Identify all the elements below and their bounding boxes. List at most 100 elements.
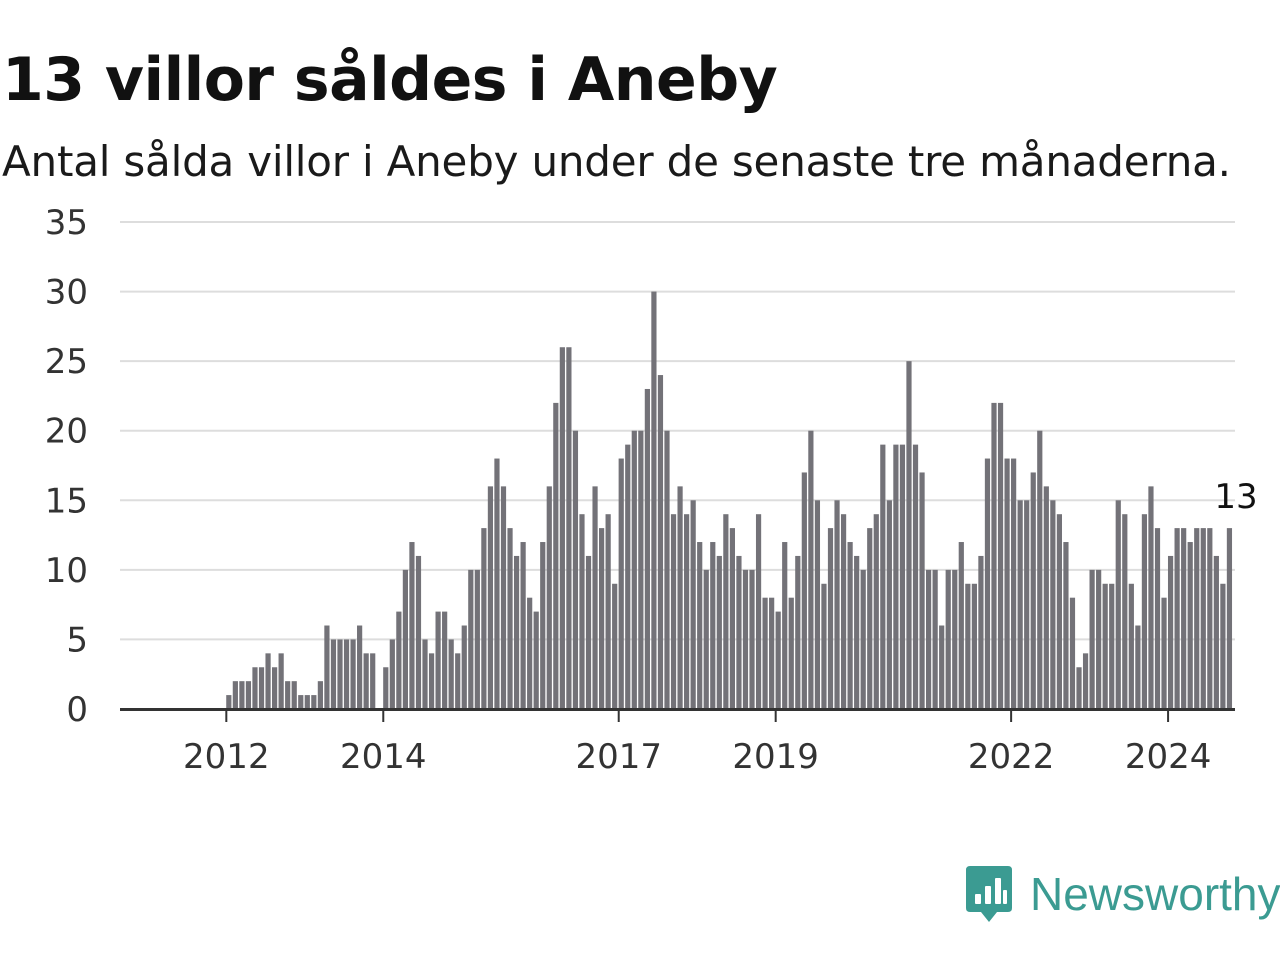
bar [1115,500,1121,709]
y-tick-label: 0 [66,690,88,730]
bar [1200,528,1206,709]
bar [1226,528,1233,709]
y-tick-label: 15 [45,481,88,521]
bar [991,402,997,709]
bar [1109,583,1115,709]
bar [906,361,912,709]
bar [520,542,526,709]
bar [304,695,310,709]
bar [971,583,977,709]
bar [1161,597,1167,709]
bar [716,555,722,709]
bar [684,514,690,709]
bar [468,569,474,709]
bar [330,639,337,709]
bar [978,555,984,709]
bar [559,347,565,709]
bar [690,500,696,709]
chart-subtitle: Antal sålda villor i Aneby under de sena… [2,137,1231,186]
bar [926,569,932,709]
bar [592,486,598,709]
bar [625,444,631,709]
bar [461,625,467,709]
bar [572,430,579,709]
bar [513,555,520,709]
bar [657,375,664,709]
bar [801,472,807,709]
y-tick-label: 5 [66,620,88,660]
bar [527,597,533,709]
bar [1004,458,1010,709]
bar [1148,486,1154,709]
x-tick-label: 2024 [1125,737,1212,777]
bar [239,681,245,709]
bar [357,625,363,709]
bar [448,639,454,709]
bar [886,500,892,709]
bar [409,542,415,709]
bar [402,569,408,709]
bar [396,611,402,709]
bar [703,569,709,709]
bar [638,430,644,709]
bar [383,667,389,709]
bar [343,639,350,709]
bar [834,500,840,709]
bar [435,611,441,709]
bar [854,555,860,709]
bar [442,611,448,709]
bar [311,695,317,709]
bar [370,653,376,709]
bar [997,402,1004,709]
bar [880,444,886,709]
bar [285,681,291,709]
bar [252,667,258,709]
brand-name: Newsworthy [1030,868,1280,920]
bar [1194,528,1200,709]
bar [566,347,572,709]
bar [585,555,592,709]
bar [1076,667,1082,709]
bar [494,458,500,709]
bar [723,514,729,709]
bar [618,458,624,709]
bar [664,430,670,709]
bar [965,583,971,709]
bar [272,667,278,709]
x-tick-label: 2012 [183,737,270,777]
y-tick-label: 30 [45,273,88,313]
bar [1213,555,1219,709]
bar [847,542,853,709]
bar [873,514,879,709]
bar [226,695,232,709]
bar [389,639,395,709]
bar [840,514,847,709]
bar [1017,500,1023,709]
chart-title: 13 villor såldes i Aneby [2,45,778,115]
bar [893,444,899,709]
bar [749,569,755,709]
bar [651,291,657,709]
bar [605,514,611,709]
bar [579,514,585,709]
bar [952,569,958,709]
bar [350,639,356,709]
bar [775,611,781,709]
bar [1063,542,1069,709]
bar [1167,555,1174,709]
bar [474,569,480,709]
bar [599,528,605,709]
bar [1050,500,1056,709]
bar [422,639,428,709]
bar [278,653,284,709]
bar [958,542,964,709]
bar [860,569,866,709]
bar [932,569,938,709]
y-tick-label: 10 [45,551,88,591]
bar [736,555,742,709]
bar [487,486,494,709]
bar [1056,514,1062,709]
bar [1030,472,1036,709]
bar [245,681,252,709]
bar [1082,653,1089,709]
